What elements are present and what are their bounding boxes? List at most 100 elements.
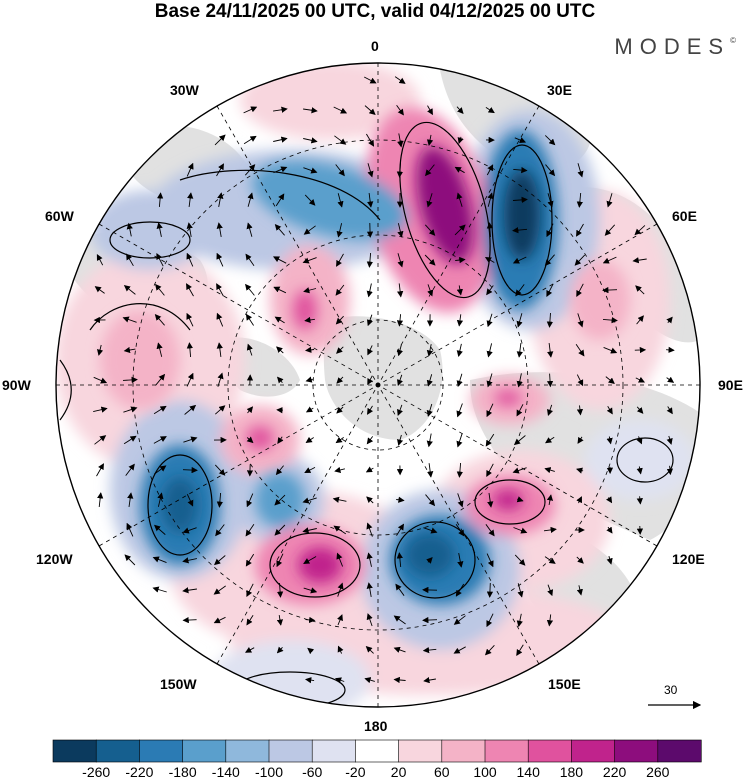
wind-vector — [302, 257, 317, 264]
wind-vector — [246, 615, 254, 626]
wind-vector — [666, 435, 673, 445]
wind-vector — [155, 373, 166, 386]
lon-label-60e: 60E — [672, 208, 697, 224]
colorbar-swatch — [225, 739, 270, 763]
wind-vector — [186, 372, 194, 387]
wind-vector — [574, 254, 586, 266]
wind-vector — [486, 313, 493, 328]
wind-vector — [216, 283, 224, 297]
wind-vector — [393, 646, 406, 653]
wind-vector — [186, 283, 194, 297]
wind-vector — [276, 646, 284, 654]
wind-vector — [456, 403, 463, 418]
wind-vector — [426, 403, 433, 417]
colorbar-swatch — [527, 739, 573, 763]
wind-vector — [303, 137, 318, 144]
wind-vector — [636, 466, 643, 475]
wind-vector — [335, 436, 344, 444]
wind-vector — [427, 463, 434, 478]
wind-vector — [336, 223, 343, 238]
colorbar — [52, 739, 702, 763]
wind-vector — [186, 222, 193, 237]
wind-vector — [246, 222, 253, 237]
wind-vector — [216, 252, 224, 267]
wind-vector — [512, 467, 527, 474]
wind-vector — [273, 136, 288, 143]
wind-vector — [396, 552, 403, 568]
colorbar-tick-label: -60 — [302, 764, 323, 780]
wind-vector — [126, 522, 134, 537]
wind-vector — [602, 286, 618, 294]
lon-label-0: 0 — [371, 38, 379, 54]
anomaly-neg-weak — [585, 420, 695, 500]
wind-vector — [157, 492, 164, 507]
wind-vector — [487, 192, 494, 207]
wind-vector — [156, 253, 164, 267]
wind-vector — [453, 646, 466, 654]
colorbar-swatch — [571, 739, 616, 763]
wind-vector — [426, 193, 433, 208]
wind-vector — [337, 193, 344, 208]
wind-vector — [302, 497, 317, 504]
wind-vector — [94, 435, 107, 445]
wind-vector — [516, 373, 523, 388]
wind-vector — [636, 406, 644, 414]
wind-vector — [606, 406, 613, 415]
wind-vector — [485, 433, 495, 447]
wind-vector — [276, 615, 284, 626]
wind-vector — [602, 317, 618, 324]
wind-vector — [245, 553, 255, 567]
colorbar-swatch — [614, 739, 659, 763]
lon-label-30w: 30W — [170, 82, 199, 98]
wind-vector — [635, 285, 645, 295]
wind-vector — [364, 105, 376, 115]
wind-vector — [243, 135, 257, 145]
wind-vector — [274, 524, 286, 536]
lon-label-180: 180 — [364, 718, 388, 734]
wind-vector — [547, 193, 554, 208]
wind-vector — [273, 166, 288, 174]
wind-vector — [666, 346, 675, 354]
wind-vector — [214, 134, 226, 146]
wind-vector — [456, 343, 463, 357]
wind-vector — [666, 406, 673, 415]
wind-vector — [396, 523, 404, 536]
wind-vector — [576, 192, 583, 208]
wind-vector — [396, 496, 405, 503]
wind-vector — [123, 346, 136, 354]
wind-vector — [304, 194, 316, 206]
colorbar-tick-label: -20 — [345, 764, 366, 780]
wind-vector — [513, 435, 526, 446]
wind-vector — [457, 136, 464, 144]
wind-vector — [546, 223, 554, 238]
wind-vector — [124, 554, 136, 566]
wind-vector — [484, 644, 495, 656]
wind-vector — [246, 583, 254, 597]
wind-vector — [606, 555, 613, 565]
wind-vector — [485, 107, 495, 114]
wind-vector — [454, 166, 465, 174]
wind-vector — [636, 315, 644, 325]
wind-vector — [122, 376, 138, 384]
wind-vector — [303, 556, 317, 564]
wind-vector — [277, 376, 284, 384]
wind-vector — [577, 163, 584, 178]
wind-vector — [335, 315, 344, 325]
wind-vector — [126, 222, 133, 237]
wind-vector — [576, 374, 584, 387]
colorbar-tick-label: 260 — [646, 764, 670, 780]
wind-vector — [396, 162, 404, 178]
wind-vector — [364, 677, 375, 684]
wind-vector — [517, 583, 524, 598]
wind-vector — [367, 163, 374, 178]
wind-vector — [576, 405, 584, 416]
wind-vector — [547, 404, 553, 416]
wind-vector — [546, 494, 554, 505]
wind-vector — [543, 526, 557, 534]
wind-vector — [635, 376, 646, 383]
wind-vector — [245, 523, 255, 537]
wind-vector — [366, 252, 373, 268]
wind-vector — [333, 525, 347, 535]
wind-vector — [305, 436, 314, 444]
wind-vector — [303, 587, 318, 594]
